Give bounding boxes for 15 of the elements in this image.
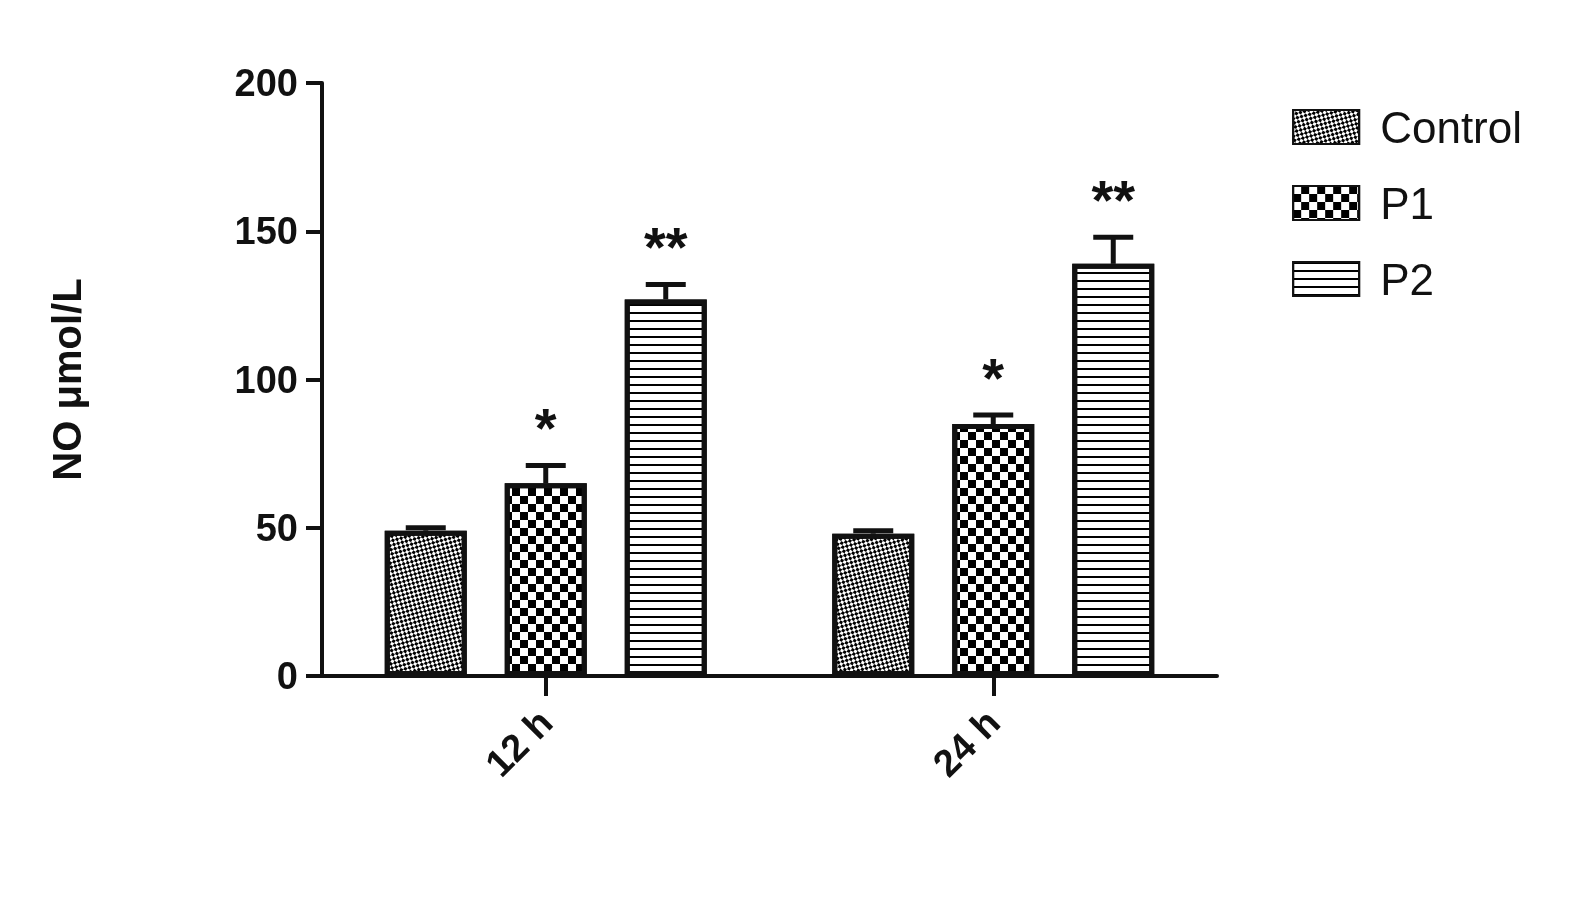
y-tick-label: 200: [234, 62, 298, 104]
y-tick-label: 150: [234, 210, 298, 253]
y-tick-label: 0: [276, 655, 298, 697]
x-tick-label: 12 h: [477, 701, 561, 785]
y-axis-title: NO μmol/L: [45, 278, 89, 481]
legend-label: P1: [1380, 178, 1434, 228]
y-tick-label: 100: [234, 358, 298, 401]
legend-label: P2: [1380, 254, 1434, 304]
y-tick-label: 50: [255, 506, 298, 549]
data-label: **: [1091, 167, 1136, 231]
x-tick-label: 24 h: [924, 701, 1009, 785]
data-label: *: [982, 345, 1005, 409]
legend-label: Control: [1380, 102, 1522, 152]
data-label: *: [534, 395, 557, 459]
data-label: **: [643, 215, 688, 279]
